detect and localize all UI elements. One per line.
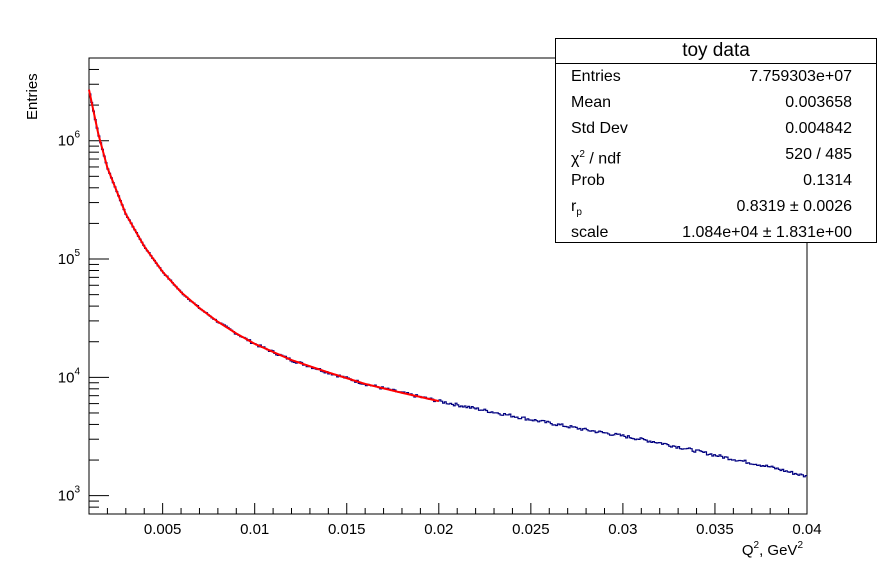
stats-key-r: r bbox=[571, 198, 577, 215]
x-axis-ticks: 0.005 0.01 0.015 0.02 0.025 0.03 0.035 0.04 bbox=[88, 503, 822, 538]
y-tick-label: 105 bbox=[58, 248, 81, 268]
x-tick-label: 0.025 bbox=[512, 521, 550, 538]
stats-value: 0.004842 bbox=[785, 120, 852, 137]
stats-key: Mean bbox=[571, 94, 612, 111]
y-axis-ticks: 103 104 105 106 bbox=[58, 57, 109, 515]
stats-row-chi2: χ2 / ndf 520 / 485 bbox=[556, 142, 876, 167]
series-layer bbox=[88, 89, 807, 478]
x-tick-label: 0.04 bbox=[792, 521, 821, 538]
stats-value: 0.1314 bbox=[803, 172, 852, 189]
x-axis-title-sup: 2 bbox=[754, 540, 760, 551]
x-tick-label: 0.01 bbox=[240, 521, 269, 538]
x-axis-title: Q2, GeV2 bbox=[742, 540, 804, 559]
y-axis-title: Entries bbox=[24, 73, 41, 120]
stats-key: scale bbox=[571, 224, 609, 241]
x-tick-label: 0.02 bbox=[424, 521, 453, 538]
stats-key-chi: χ bbox=[571, 150, 580, 168]
x-axis-title-unit-sup: 2 bbox=[797, 540, 803, 551]
stats-value: 520 / 485 bbox=[785, 146, 852, 163]
stats-key: Std Dev bbox=[571, 120, 628, 137]
stats-box: toy data Entries 7.759303e+07 Mean 0.003… bbox=[555, 38, 877, 243]
stats-row-prob: Prob 0.1314 bbox=[556, 168, 876, 193]
stats-value: 1.084e+04 ± 1.831e+00 bbox=[682, 224, 852, 241]
stats-row-rp: rp 0.8319 ± 0.0026 bbox=[556, 194, 876, 219]
x-axis-title-q: Q bbox=[742, 542, 754, 559]
stats-key: Prob bbox=[571, 172, 605, 189]
stats-value: 7.759303e+07 bbox=[749, 68, 852, 85]
x-tick-label: 0.005 bbox=[144, 521, 182, 538]
y-tick-label: 103 bbox=[58, 485, 81, 505]
x-tick-label: 0.03 bbox=[608, 521, 637, 538]
stats-key-r-sub: p bbox=[576, 207, 582, 219]
stats-title: toy data bbox=[556, 39, 876, 64]
stats-key: Entries bbox=[571, 68, 621, 85]
x-tick-label: 0.015 bbox=[328, 521, 366, 538]
stats-row-mean: Mean 0.003658 bbox=[556, 90, 876, 115]
stats-row-scale: scale 1.084e+04 ± 1.831e+00 bbox=[556, 220, 876, 245]
fit-curve bbox=[88, 89, 440, 403]
y-tick-label: 104 bbox=[58, 366, 81, 386]
stats-key-chi-sup: 2 bbox=[579, 149, 585, 160]
stats-value: 0.003658 bbox=[785, 94, 852, 111]
stats-row-entries: Entries 7.759303e+07 bbox=[556, 64, 876, 89]
stats-key-chi-rest: / ndf bbox=[584, 150, 621, 168]
stats-key: rp bbox=[571, 194, 582, 225]
stats-key: χ2 / ndf bbox=[571, 142, 621, 171]
plot-frame bbox=[88, 57, 808, 515]
stats-value: 0.8319 ± 0.0026 bbox=[736, 198, 852, 215]
stats-row-stddev: Std Dev 0.004842 bbox=[556, 116, 876, 141]
x-axis-title-unit: , GeV bbox=[759, 542, 797, 559]
x-tick-label: 0.035 bbox=[696, 521, 734, 538]
y-tick-label: 106 bbox=[58, 130, 81, 150]
